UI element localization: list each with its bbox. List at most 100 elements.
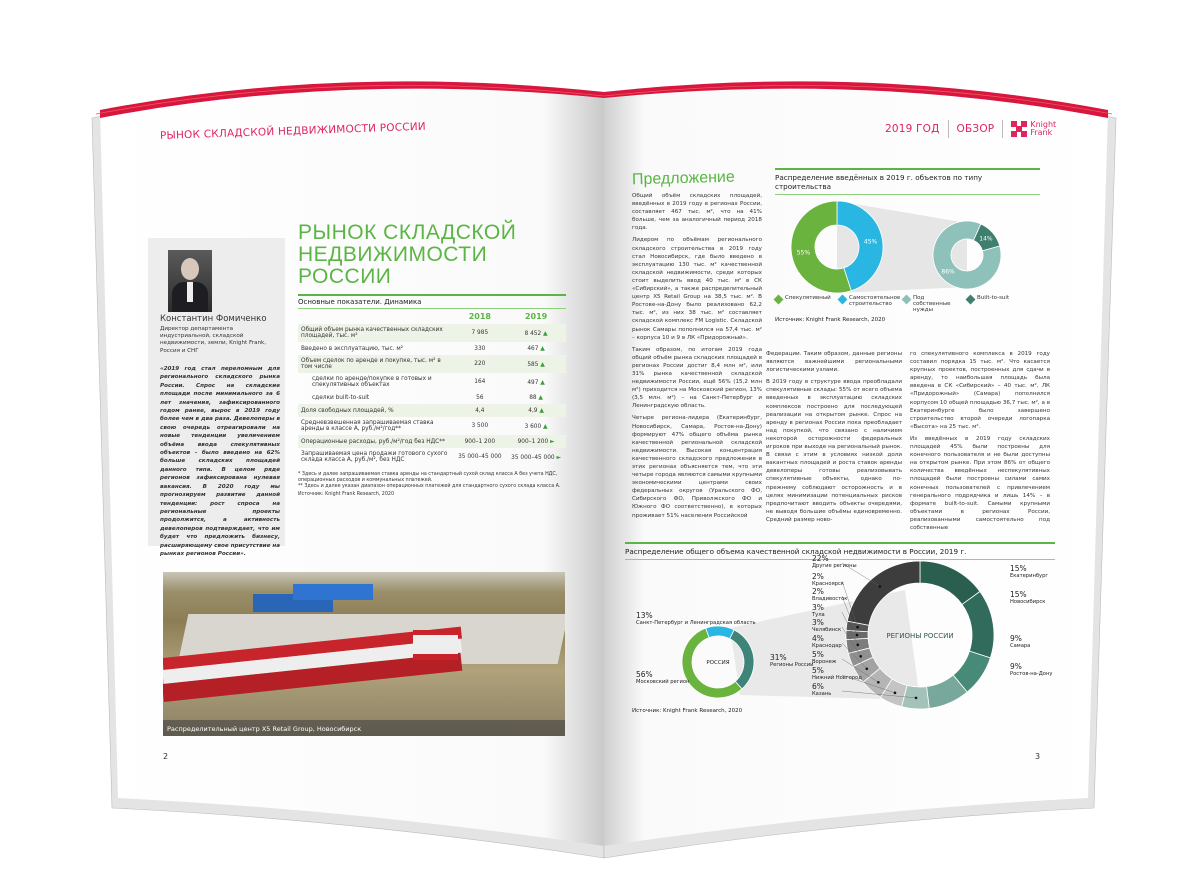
- leader-dot: [914, 696, 918, 700]
- row-label: Запрашиваемая цена продажи готового сухо…: [301, 451, 448, 463]
- leader-line: [841, 626, 861, 657]
- table-source: Источник: Knight Frank Research, 2020: [298, 492, 395, 497]
- data-label: 56% Московский регион: [636, 670, 690, 685]
- leader-line: [841, 674, 896, 694]
- data-label: 3% Тула: [812, 603, 825, 618]
- col-header-2019: 2019: [524, 312, 548, 321]
- chart-legend: Спекулятивный Самостоятельное строительст…: [773, 294, 1040, 313]
- table-row: Объем сделок по аренде и покупке, тыс. м…: [298, 355, 566, 373]
- value-2018: 330: [474, 345, 486, 352]
- legend-marker-icon: [965, 294, 976, 305]
- data-label: 2% Владивосток: [812, 587, 848, 602]
- leader-dot: [856, 643, 860, 647]
- data-label: 5% Нижний Новгород: [812, 666, 862, 681]
- person-position: Директор департамента индустриальной, ск…: [160, 326, 267, 354]
- value-2019: 467 ▲: [527, 345, 545, 352]
- left-red-band: [100, 81, 604, 118]
- right-header: 2019 ГОД ОБЗОР Knight Frank: [885, 120, 1060, 138]
- market-distribution-chart: Распределение общего объема качественной…: [625, 542, 1055, 560]
- regions-donut-slice: [961, 590, 995, 659]
- table-row: Доля свободных площадей, % 4,4 4,9 ▲: [298, 404, 566, 417]
- chart-source: Источник: Knight Frank Research, 2020: [775, 317, 886, 323]
- value-2018: 164: [474, 379, 486, 385]
- construction-donut-slice-label: 45%: [864, 239, 878, 246]
- data-label: 3% Челябинск: [812, 618, 842, 633]
- title-line: НЕДВИЖИМОСТИ: [298, 243, 488, 266]
- person-name: Константин Фомиченко: [160, 314, 267, 324]
- data-label: 5% Воронеж: [812, 650, 837, 665]
- trend-icon: ▲: [543, 422, 548, 430]
- data-label: 6% Казань: [812, 682, 832, 697]
- value-2019: 900–1 200 ►: [506, 435, 566, 448]
- data-label: 13% Санкт-Петербург и Ленинградская облас…: [636, 611, 756, 626]
- legend-marker-icon: [773, 294, 784, 305]
- donut-center-label: РОССИЯ: [706, 660, 729, 666]
- value-2019: 35 000–45 000 ►: [511, 453, 562, 461]
- key-indicators-table: Основные показатели. Динамика 2018 2019 …: [298, 294, 566, 498]
- chart-title: Распределение введённых в 2019 г. объект…: [775, 168, 1040, 195]
- data-label: 31% Регионы России: [770, 653, 814, 668]
- legend-marker-icon: [901, 294, 912, 305]
- footnote-2: ** Здесь и далее указан диапазон операци…: [298, 484, 561, 489]
- table-row: Введено в эксплуатацию, тыс. м² 330 467 …: [298, 342, 566, 355]
- knight-frank-logo-icon: [1011, 121, 1028, 137]
- value-2018: 7 985: [453, 324, 507, 342]
- leader-line: [841, 595, 858, 636]
- table-row: Средневзвешенная запрашиваемая ставка ар…: [298, 417, 566, 435]
- leader-dot: [893, 691, 897, 695]
- table-title: Основные показатели. Динамика: [298, 294, 566, 309]
- legend-item: Built-to-suit: [965, 294, 1027, 313]
- legend-item: Самостоятельное строительство: [837, 294, 900, 313]
- page-title: РЫНОК СКЛАДСКОЙ НЕДВИЖИМОСТИ РОССИИ: [298, 222, 516, 288]
- legend-item: Спекулятивный: [773, 294, 835, 313]
- title-line: РЫНОК СКЛАДСКОЙ: [298, 221, 517, 244]
- table-row: сделки по аренде/покупке в готовых и спе…: [298, 373, 566, 391]
- paragraph: Лидером по объёмам регионального складск…: [632, 237, 762, 341]
- row-label: Операционные расходы, руб./м²/год без НД…: [298, 435, 454, 448]
- value-2018: 3 500: [471, 423, 489, 429]
- leader-dot: [877, 680, 880, 684]
- header-year: 2019 ГОД: [885, 123, 940, 135]
- row-label: Общий объем рынка качественных складских…: [298, 324, 454, 342]
- section-title: Предложение: [631, 168, 735, 189]
- value-2019: 8 452 ▲: [506, 324, 566, 342]
- paragraph: Из введённых в 2019 году складских площа…: [910, 435, 1050, 531]
- row-label: сделки по аренде/покупке в готовых и спе…: [312, 376, 432, 388]
- russia-donut-slice: [681, 627, 743, 699]
- row-label: Введено в эксплуатацию, тыс. м²: [301, 345, 404, 352]
- page-number-left: 2: [163, 752, 169, 761]
- data-label: 22% Другие регионы: [812, 554, 857, 569]
- trend-icon: ▲: [538, 394, 544, 401]
- value-2018: 900–1 200: [453, 435, 507, 448]
- trend-icon: ▲: [543, 329, 548, 337]
- data-label: 15% Новосибирск: [1010, 590, 1046, 605]
- text-column-3: го спекулятивного комплекса в 2019 году …: [910, 350, 1050, 536]
- construction-donut-slice-label: 55%: [797, 249, 811, 256]
- trend-icon: ▲: [540, 360, 545, 368]
- chart-title: Распределение общего объема качественной…: [625, 542, 1055, 560]
- value-2018: 220: [453, 355, 507, 373]
- leader-line: [841, 611, 858, 645]
- value-2019: 585 ▲: [506, 355, 566, 373]
- value-2019: 88 ▲: [529, 394, 544, 401]
- header-section: ОБЗОР: [956, 123, 995, 135]
- value-2019: 4,9 ▲: [506, 404, 566, 417]
- row-label: сделки built-to-suit: [312, 394, 370, 401]
- chart-source: Источник: Knight Frank Research, 2020: [632, 708, 743, 714]
- warehouse-photo: Распределительный центр X5 Retail Group,…: [163, 572, 565, 736]
- value-2018: 56: [476, 394, 484, 401]
- person-photo: [168, 250, 212, 312]
- paragraph: го спекулятивного комплекса в 2019 году …: [910, 351, 1050, 430]
- data-label: 2% Красноярск: [812, 572, 844, 587]
- paragraph: Четыре региона-лидера (Екатеринбург, Нов…: [632, 415, 762, 519]
- legend-marker-icon: [837, 294, 848, 305]
- leader-line: [841, 658, 879, 683]
- trend-icon: ►: [556, 453, 562, 461]
- leader-line: [841, 580, 858, 628]
- construction-donut-slice: [836, 200, 884, 292]
- value-2019: 497 ▲: [527, 378, 545, 386]
- person-quote: «2019 год стал переломным для региональн…: [160, 366, 280, 557]
- footnote-1: * Здесь и далее запрашиваемая ставка аре…: [298, 472, 558, 483]
- title-line: РОССИИ: [298, 265, 392, 288]
- table-row: Запрашиваемая цена продажи готового сухо…: [298, 448, 566, 466]
